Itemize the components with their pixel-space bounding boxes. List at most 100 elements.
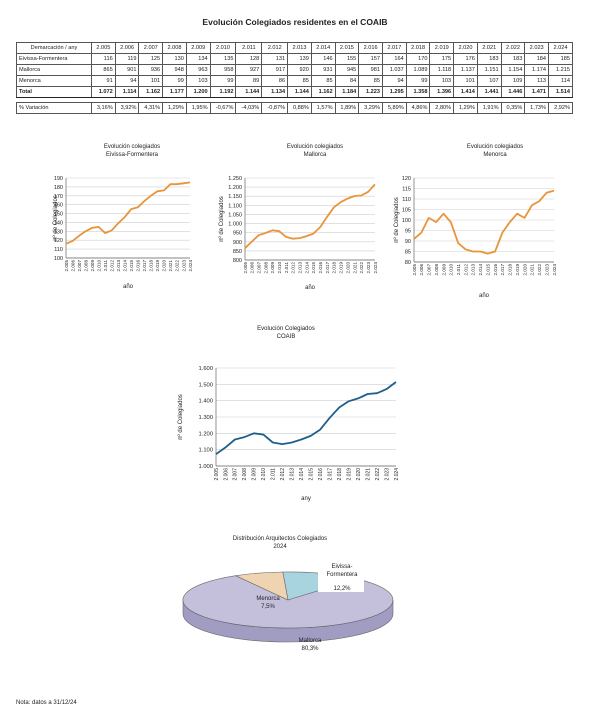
x-tick-label: 2.020 bbox=[162, 260, 167, 272]
chart-subtitle: Mallorca bbox=[304, 152, 327, 158]
table-row-label: Eivissa-Formentera bbox=[16, 53, 92, 65]
table-total-row-cell: 1.471 bbox=[524, 86, 550, 98]
y-tick-label: 85 bbox=[405, 250, 411, 256]
chart-mallorca-svg: Evolución colegiados Mallorca 800 850 900 950… bbox=[218, 144, 378, 291]
table-row-cell: 139 bbox=[287, 53, 312, 65]
y-tick-label: 170 bbox=[54, 194, 63, 200]
chart-mallorca: Evolución colegiados Mallorca 800 850 900 950… bbox=[215, 140, 385, 300]
table-header-row-cell: 2.006 bbox=[114, 42, 140, 54]
x-tick-label: 2.023 bbox=[544, 264, 549, 276]
table-row-cell: 84 bbox=[334, 75, 360, 87]
y-tick-label: 180 bbox=[54, 185, 63, 191]
table-row-cell: 94 bbox=[114, 75, 140, 87]
table-row-cell: 917 bbox=[261, 64, 289, 76]
x-tick-label: 2.023 bbox=[384, 468, 390, 481]
x-tick-label: 2.012 bbox=[463, 264, 468, 276]
table-variation-row-cell: 3,16% bbox=[91, 102, 116, 114]
chart-eivissa: Evolución colegiados Eivissa-Formentera 10… bbox=[50, 140, 210, 300]
table-row-cell: 99 bbox=[405, 75, 431, 87]
table-variation-row-label: % Variación bbox=[16, 102, 92, 114]
y-tick-label: 110 bbox=[402, 197, 411, 203]
chart-coaib: Evolución Colegiados COAIB 1.000 1.100 1.200… bbox=[170, 322, 410, 507]
y-tick-label: 1.600 bbox=[198, 366, 213, 372]
table-row-cell: 146 bbox=[310, 53, 336, 65]
table-header-row: Demarcación / any 2.005 2.006 2.007 2.008 2.0… bbox=[16, 42, 573, 54]
chart-title: Evolución colegiados bbox=[287, 144, 343, 150]
table-row-cell: 91 bbox=[91, 75, 116, 87]
slice-name-label: Eivissa-Formentera bbox=[326, 564, 358, 578]
y-tick-label: 150 bbox=[54, 212, 63, 218]
table-row-cell: 1.037 bbox=[382, 64, 407, 76]
table-header-row-cell: 2.014 bbox=[310, 42, 336, 54]
y-tick-label: 95 bbox=[405, 229, 411, 235]
x-tick-label: 2.007 bbox=[77, 260, 82, 272]
table-row-cell: 101 bbox=[138, 75, 164, 87]
table-row-cell: 107 bbox=[476, 75, 502, 87]
table-row-label: Mallorca bbox=[16, 64, 92, 76]
y-axis-title: nº de Colegiados bbox=[393, 197, 400, 243]
table-variation-row-cell: 1,73% bbox=[524, 102, 550, 114]
table-row-cell: 135 bbox=[209, 53, 237, 65]
table-header-row-cell: 2.021 bbox=[476, 42, 502, 54]
x-tick-label: 2.024 bbox=[373, 262, 378, 274]
y-tick-label: 115 bbox=[402, 187, 411, 193]
x-tick-label: 2.017 bbox=[500, 264, 505, 276]
table-row-cell: 94 bbox=[382, 75, 407, 87]
table-total-row-cell: 1.134 bbox=[261, 86, 289, 98]
y-tick-label: 800 bbox=[233, 258, 242, 264]
y-tick-label: 950 bbox=[233, 231, 242, 237]
table-header-row-cell: 2.022 bbox=[500, 42, 526, 54]
table-row-cell: 865 bbox=[91, 64, 116, 76]
table-variation-row-cell: 3,29% bbox=[358, 102, 383, 114]
x-tick-label: 2.011 bbox=[284, 262, 289, 274]
x-tick-label: 2.014 bbox=[304, 262, 309, 274]
table-row-cell: 1.089 bbox=[405, 64, 431, 76]
table-row-cell: 109 bbox=[500, 75, 526, 87]
x-tick-label: 2.022 bbox=[375, 468, 381, 481]
table-row-cell: 1.118 bbox=[429, 64, 455, 76]
table-row-cell: 936 bbox=[138, 64, 164, 76]
x-tick-label: 2.010 bbox=[277, 262, 282, 274]
y-axis-title: nº de Colegiados bbox=[52, 195, 59, 241]
table-row-cell: 176 bbox=[453, 53, 478, 65]
y-tick-label: 120 bbox=[402, 176, 411, 182]
data-table: Demarcación / any 2.005 2.006 2.007 2.008 2.0… bbox=[16, 42, 573, 114]
table-variation-row-cell: 1,89% bbox=[334, 102, 360, 114]
chart-eivissa-svg: Evolución colegiados Eivissa-Formentera 10… bbox=[52, 144, 193, 290]
table-row-cell: 103 bbox=[429, 75, 455, 87]
x-tick-label: 2.015 bbox=[311, 262, 316, 274]
y-tick-label: 1.100 bbox=[198, 448, 213, 454]
x-tick-label: 2.009 bbox=[270, 262, 275, 274]
x-tick-label: 2.017 bbox=[325, 262, 330, 274]
slice-value-label: 80,3% bbox=[301, 646, 319, 652]
table-header-row-cell: 2.017 bbox=[382, 42, 407, 54]
x-tick-label: 2.019 bbox=[155, 260, 160, 272]
footnote: Nota: datos a 31/12/24 bbox=[16, 700, 77, 706]
x-tick-label: 2.012 bbox=[291, 262, 296, 274]
table-total-row: Total 1.072 1.114 1.162 1.177 1.200 1.192 1.144… bbox=[16, 86, 573, 98]
table-total-row-cell: 1.396 bbox=[429, 86, 455, 98]
table-variation-row-cell: 3,92% bbox=[114, 102, 140, 114]
table-header-row-cell: 2.023 bbox=[524, 42, 550, 54]
table-variation-row-cell: 0,88% bbox=[287, 102, 312, 114]
table-row-cell: 920 bbox=[287, 64, 312, 76]
x-tick-label: 2.023 bbox=[181, 260, 186, 272]
table-header-row-cell: 2.007 bbox=[138, 42, 164, 54]
x-tick-label: 2.011 bbox=[103, 260, 108, 272]
table-header-row-cell: 2.018 bbox=[405, 42, 431, 54]
table-header-row-cell: 2.016 bbox=[358, 42, 383, 54]
table-header-row-cell: 2.010 bbox=[209, 42, 237, 54]
x-tick-label: 2.008 bbox=[434, 264, 439, 276]
table-total-row-cell: 1.072 bbox=[91, 86, 116, 98]
series-line bbox=[65, 181, 191, 245]
table-variation-row-cell: 5,89% bbox=[382, 102, 407, 114]
x-tick-label: 2.011 bbox=[456, 264, 461, 276]
x-tick-label: 2.021 bbox=[168, 260, 173, 272]
y-tick-label: 1.150 bbox=[228, 194, 242, 200]
y-tick-label: 110 bbox=[54, 247, 63, 253]
x-tick-label: 2.021 bbox=[365, 468, 371, 481]
x-tick-label: 2.022 bbox=[175, 260, 180, 272]
x-tick-label: 2.005 bbox=[243, 262, 248, 274]
x-tick-label: 2.005 bbox=[412, 264, 417, 276]
x-tick-label: 2.013 bbox=[471, 264, 476, 276]
